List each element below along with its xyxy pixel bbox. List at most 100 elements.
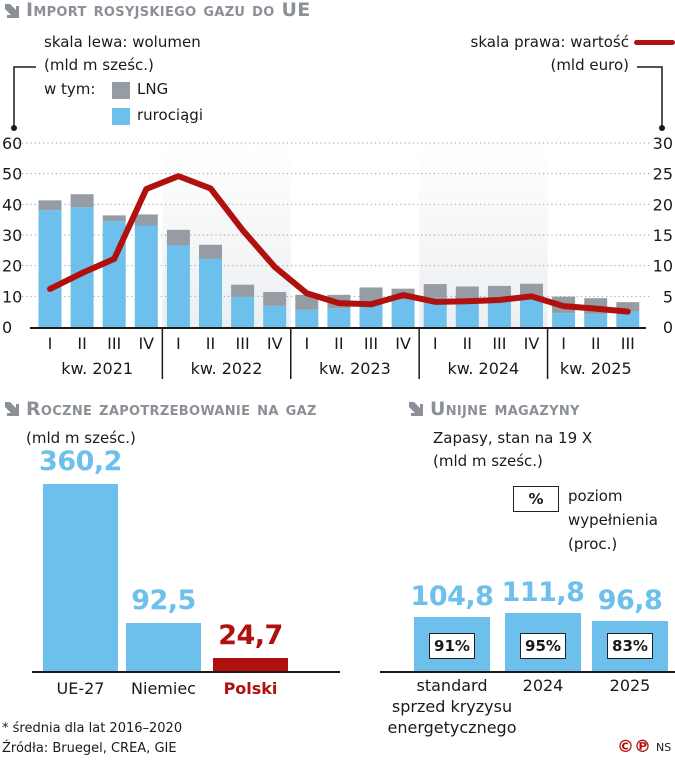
x-year-label: kw. 2025 xyxy=(560,359,632,378)
bar-pipeline xyxy=(552,313,576,327)
storage-baseline xyxy=(380,671,675,673)
bar-lng xyxy=(423,284,447,298)
storage-subtitle-line2: (mld m sześc.) xyxy=(433,452,543,470)
legend-swatch-value-line xyxy=(634,40,675,45)
fill-level-legend-line2: wypełnienia xyxy=(568,511,658,529)
bar-pipeline xyxy=(166,245,190,327)
demand-chart: 360,2 UE-27 92,5 Niemiec 24,7 Polski xyxy=(0,440,340,700)
x-quarter-label: IV xyxy=(524,334,540,353)
y-right-tick-label: 10 xyxy=(653,257,673,276)
x-quarter-label: II xyxy=(206,334,215,353)
bar-lng xyxy=(38,200,62,211)
x-quarter-label: I xyxy=(176,334,181,353)
bar-lng xyxy=(166,229,190,246)
y-left-tick-label: 20 xyxy=(2,257,22,276)
storage-category-label: sprzed kryzysu xyxy=(391,697,513,716)
y-right-tick-label: 5 xyxy=(663,287,673,306)
x-quarter-label: II xyxy=(463,334,472,353)
bar-pipeline xyxy=(327,308,351,327)
legend-label-lng: LNG xyxy=(137,80,169,98)
legend-prefix: w tym: xyxy=(44,80,96,98)
bar-pipeline xyxy=(487,298,511,327)
bar-pipeline xyxy=(423,297,447,327)
fill-percent-badge: 91% xyxy=(429,633,475,659)
x-quarter-label: III xyxy=(492,334,506,353)
left-axis-label-line2: (mld m sześc.) xyxy=(44,56,154,74)
right-axis-bracket xyxy=(637,66,663,128)
left-axis-label-line1: skala lewa: wolumen xyxy=(44,33,201,51)
bar-pipeline xyxy=(199,258,222,327)
bar-pipeline xyxy=(391,299,415,327)
author-initials: NS xyxy=(656,741,672,754)
bar-lng xyxy=(70,194,94,208)
bar-pipeline xyxy=(455,298,479,327)
bar-lng xyxy=(231,284,255,297)
storage-value-label: 96,8 xyxy=(597,584,663,616)
left-axis-bracket xyxy=(13,66,36,128)
y-left-tick-label: 60 xyxy=(2,134,22,153)
legend-swatch-pipeline xyxy=(112,108,130,125)
y-left-tick-label: 30 xyxy=(2,226,22,245)
x-quarter-label: IV xyxy=(138,334,154,353)
left-axis-bracket-dot xyxy=(11,125,17,131)
x-quarter-label: III xyxy=(236,334,250,353)
x-quarter-label: I xyxy=(433,334,438,353)
bar-pipeline xyxy=(616,311,640,327)
x-quarter-label: I xyxy=(48,334,53,353)
right-axis-label-line2: (mld euro) xyxy=(550,56,629,74)
fill-percent-badge: 83% xyxy=(607,633,653,659)
copyright-icon: © xyxy=(617,737,634,757)
sources: Źródła: Bruegel, CREA, GIE xyxy=(2,741,177,756)
x-quarter-label: I xyxy=(561,334,566,353)
x-quarter-label: II xyxy=(591,334,600,353)
demand-bar xyxy=(126,622,201,671)
x-quarter-label: III xyxy=(621,334,635,353)
demand-bar xyxy=(213,658,288,671)
storage-value-label: 111,8 xyxy=(501,577,585,608)
y-left-tick-label: 10 xyxy=(2,287,22,306)
x-quarter-label: III xyxy=(364,334,378,353)
bar-lng xyxy=(487,285,511,299)
bar-pipeline xyxy=(263,305,287,327)
bar-pipeline xyxy=(134,225,158,327)
demand-category-label: UE-27 xyxy=(56,679,105,698)
demand-value-label: 92,5 xyxy=(131,584,196,616)
bar-pipeline xyxy=(38,210,62,327)
bar-pipeline xyxy=(359,304,383,327)
bar-lng xyxy=(199,244,222,259)
legend-swatch-lng xyxy=(112,82,130,99)
storage-subtitle-line1: Zapasy, stan na 19 X xyxy=(433,429,593,447)
demand-category-label: Niemiec xyxy=(131,679,196,698)
demand-value-label: 24,7 xyxy=(218,620,283,652)
y-right-tick-label: 30 xyxy=(653,134,673,153)
storage-category-label: 2024 xyxy=(522,676,564,695)
y-left-tick-label: 0 xyxy=(2,318,12,337)
y-right-tick-label: 15 xyxy=(653,226,673,245)
fill-level-legend-line3: (proc.) xyxy=(568,535,618,553)
fill-level-legend-line1: poziom xyxy=(568,487,623,505)
y-left-tick-label: 50 xyxy=(2,165,22,184)
x-year-label: kw. 2021 xyxy=(61,359,133,378)
storage-chart-title: Unijne magazyny xyxy=(430,398,580,420)
demand-chart-title: Roczne zapotrzebowanie na gaz xyxy=(26,398,317,420)
storage-category-label: 2025 xyxy=(609,676,651,695)
fill-level-legend-box: % xyxy=(513,486,559,512)
import-chart-title: Import rosyjskiego gazu do UE xyxy=(26,0,311,21)
bar-lng xyxy=(263,292,287,306)
bar-lng xyxy=(616,302,640,312)
x-quarter-label: II xyxy=(77,334,86,353)
x-year-label: kw. 2023 xyxy=(319,359,391,378)
bar-lng xyxy=(102,215,126,222)
arrow-down-right-icon xyxy=(409,402,423,416)
demand-category-label: Polski xyxy=(223,679,278,698)
fill-percent-badge: 95% xyxy=(520,633,566,659)
x-year-label: kw. 2022 xyxy=(191,359,263,378)
y-right-tick-label: 25 xyxy=(653,165,673,184)
storage-value-label: 104,8 xyxy=(410,580,494,612)
y-right-tick-label: 0 xyxy=(663,318,673,337)
bar-pipeline xyxy=(70,207,94,327)
legend-label-pipeline: rurociągi xyxy=(137,106,203,124)
x-quarter-label: II xyxy=(334,334,343,353)
arrow-down-right-icon xyxy=(5,4,19,18)
